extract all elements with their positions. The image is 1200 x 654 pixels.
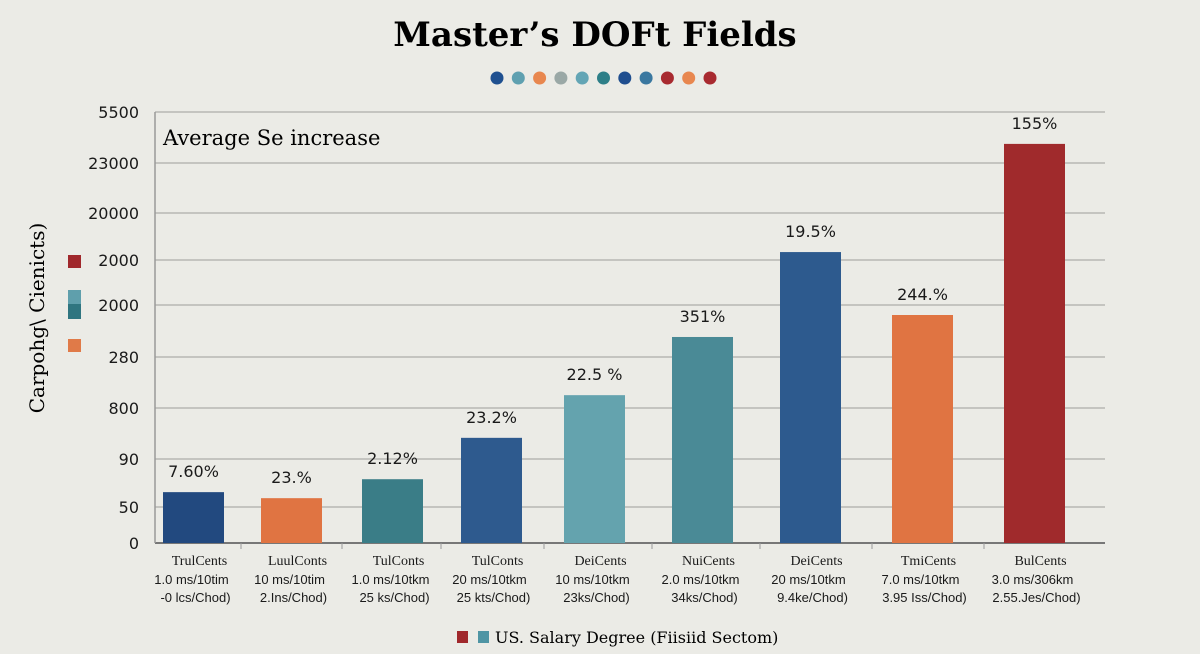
data-label: 244.% xyxy=(897,285,948,304)
palette-dot xyxy=(682,71,696,85)
category-detail-2: 9.4ke/Chod) xyxy=(777,590,848,605)
bar xyxy=(564,395,625,543)
chart-title: Master’s DOFt Fields xyxy=(393,15,796,55)
bottom-legend: US. Salary Degree (Fiisiid Sectom) xyxy=(457,628,778,647)
palette-dots xyxy=(490,71,717,85)
palette-dot xyxy=(639,71,653,85)
category-label: TrulCents xyxy=(172,554,228,569)
side-legend xyxy=(68,255,81,352)
bar xyxy=(780,252,841,543)
category-detail-1: 2.0 ms/10tkm xyxy=(661,572,739,587)
bar xyxy=(362,479,423,543)
palette-dot xyxy=(618,71,632,85)
y-tick-label: 90 xyxy=(119,450,139,469)
bar xyxy=(261,498,322,543)
side-legend-swatch xyxy=(68,290,81,304)
category-detail-2: 23ks/Chod) xyxy=(563,590,629,605)
category-label: DeiCents xyxy=(574,554,626,569)
data-labels: 7.60% 23.% 2.12% 23.2% 22.5 % 351% 19.5% 244.% 1… xyxy=(168,114,1057,487)
legend-swatch-red xyxy=(457,631,468,643)
palette-dot xyxy=(575,71,589,85)
legend-label: US. Salary Degree (Fiisiid Sectom) xyxy=(495,628,778,647)
bar xyxy=(1004,143,1065,544)
y-tick-label: 2000 xyxy=(98,251,139,270)
category-detail-2: 25 kts/Chod) xyxy=(457,590,531,605)
side-legend-swatch xyxy=(68,339,81,352)
palette-dot xyxy=(490,71,504,85)
data-label: 19.5% xyxy=(785,222,836,241)
category-detail-1: 3.0 ms/306km xyxy=(992,572,1074,587)
data-label: 23.2% xyxy=(466,408,517,427)
bar xyxy=(892,315,953,543)
y-tick-label: 5500 xyxy=(98,103,139,122)
category-label: BulCents xyxy=(1014,554,1066,569)
category-detail-2: 2.Ins/Chod) xyxy=(260,590,327,605)
bar xyxy=(461,437,522,543)
category-detail-2: 3.95 Iss/Chod) xyxy=(882,590,967,605)
bar xyxy=(672,336,733,543)
category-detail-2: -0 lcs/Chod) xyxy=(160,590,230,605)
category-label: TulConts xyxy=(373,554,425,569)
side-legend-swatch xyxy=(68,304,81,319)
legend-swatch-teal xyxy=(478,631,489,643)
category-detail-1: 1.0 ms/10tkm xyxy=(351,572,429,587)
y-tick-label: 23000 xyxy=(88,154,139,173)
category-detail-2: 2.55.Jes/Chod) xyxy=(992,590,1080,605)
palette-dot xyxy=(533,71,547,85)
y-tick-label: 2000 xyxy=(98,296,139,315)
category-detail-1: 1.0 ms/10tim xyxy=(154,572,228,587)
bar xyxy=(163,492,224,543)
palette-dot xyxy=(660,71,674,85)
palette-dot xyxy=(554,71,568,85)
data-label: 155% xyxy=(1012,114,1058,133)
category-detail-1: 10 ms/10tkm xyxy=(555,572,629,587)
y-tick-label: 280 xyxy=(108,348,139,367)
y-tick-label: 800 xyxy=(108,399,139,418)
category-label: NuiCents xyxy=(682,554,735,569)
category-label: LuulConts xyxy=(268,554,327,569)
palette-dot xyxy=(703,71,717,85)
y-axis-label: Carpohg\ Cienicts) xyxy=(25,223,49,414)
category-detail-1: 7.0 ms/10tkm xyxy=(881,572,959,587)
palette-dot xyxy=(511,71,525,85)
category-label: DeiCents xyxy=(790,554,842,569)
data-label: 23.% xyxy=(271,468,312,487)
category-label: TmiCents xyxy=(901,554,956,569)
y-tick-label: 50 xyxy=(119,498,139,517)
data-label: 7.60% xyxy=(168,462,219,481)
data-label: 2.12% xyxy=(367,449,418,468)
palette-dot xyxy=(597,71,610,85)
bars xyxy=(163,143,1065,544)
side-legend-swatch xyxy=(68,255,81,268)
y-tick-label: 20000 xyxy=(88,204,139,223)
data-label: 22.5 % xyxy=(567,365,623,384)
category-detail-2: 25 ks/Chod) xyxy=(359,590,429,605)
category-detail-2: 34ks/Chod) xyxy=(671,590,737,605)
category-detail-1: 20 ms/10tkm xyxy=(452,572,526,587)
chart-subtitle: Average Se increase xyxy=(162,126,380,150)
category-label: TulConts xyxy=(472,554,524,569)
x-axis-categories: TrulCents 1.0 ms/10tim -0 lcs/Chod) LuulCon… xyxy=(154,554,1080,605)
data-label: 351% xyxy=(680,307,726,326)
y-tick-label: 0 xyxy=(129,534,139,553)
category-detail-1: 20 ms/10tkm xyxy=(771,572,845,587)
y-axis-ticks: 5500 23000 20000 2000 2000 280 800 90 50 0 xyxy=(88,103,139,553)
category-detail-1: 10 ms/10tim xyxy=(254,572,325,587)
